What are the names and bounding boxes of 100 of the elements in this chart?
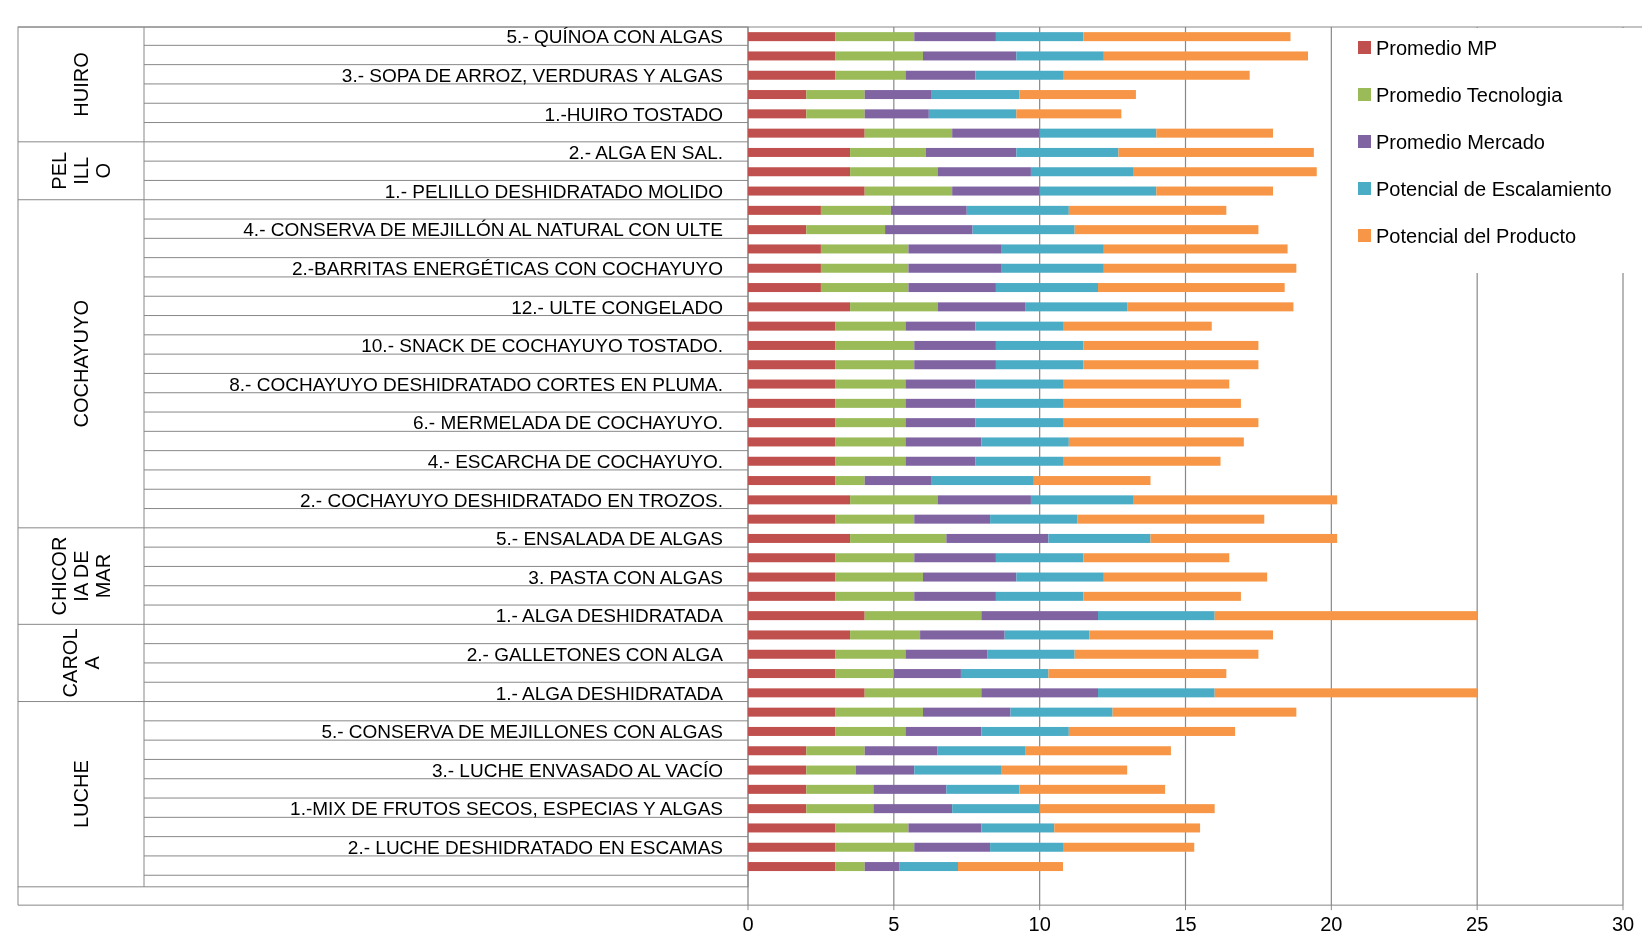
bar [748, 263, 821, 273]
bar [748, 726, 836, 736]
bar [937, 302, 1026, 312]
bar [1103, 263, 1297, 273]
x-tick-label: 15 [1174, 913, 1197, 936]
bar [928, 109, 1017, 119]
y-tick-label: 2.-BARRITAS ENERGÉTICAS CON COCHAYUYO [291, 257, 723, 279]
bar [975, 456, 1063, 466]
bar [835, 437, 906, 447]
bar [748, 340, 836, 350]
y-tick-label: 8.- COCHAYUYO DESHIDRATADO CORTES EN PLUMA. [229, 373, 723, 395]
bar [1098, 611, 1215, 621]
bar [748, 109, 807, 119]
bar [1083, 360, 1259, 370]
bar [864, 90, 932, 100]
bar [873, 784, 947, 794]
bar [981, 688, 1098, 698]
bar [952, 128, 1040, 138]
y-tick-label: 1.- ALGA DESHIDRATADA [495, 682, 724, 704]
bar [931, 476, 1034, 486]
bar [748, 283, 821, 293]
y-tick-label: 2.- ALGA EN SAL. [568, 142, 723, 164]
bar [748, 591, 836, 601]
bar [835, 572, 923, 582]
bar [850, 630, 921, 640]
bar [1016, 147, 1119, 157]
legend-label: Potencial del Producto [1376, 225, 1577, 247]
bar [748, 321, 836, 331]
bar [748, 205, 821, 215]
bar [864, 128, 953, 138]
bar [748, 688, 865, 698]
bar [748, 669, 836, 679]
bar [975, 70, 1063, 80]
bar [748, 862, 836, 872]
bar [914, 360, 996, 370]
bar [850, 147, 926, 157]
bar [952, 804, 1040, 814]
bar [835, 823, 909, 833]
bar [1025, 746, 1171, 756]
bar [748, 514, 836, 524]
bar [1001, 263, 1104, 273]
x-tick-label: 0 [742, 913, 754, 936]
bar [835, 360, 915, 370]
bar [850, 533, 947, 543]
bar [748, 90, 807, 100]
bar [835, 51, 923, 61]
y-tick-label: 2.- GALLETONES CON ALGA [466, 643, 724, 665]
bar [864, 746, 938, 756]
bar [748, 379, 836, 389]
bar [748, 572, 836, 582]
bar [806, 90, 865, 100]
bar [1063, 418, 1259, 428]
bar [1025, 302, 1128, 312]
bar [864, 109, 929, 119]
bar [1048, 669, 1227, 679]
bar [835, 32, 915, 42]
bar [1112, 707, 1297, 717]
bar [835, 649, 906, 659]
bar [1074, 225, 1259, 235]
text: CHICORIA DE MAR [48, 536, 114, 616]
bar [748, 225, 807, 235]
text: LUCHE [70, 760, 92, 829]
bar [1033, 476, 1151, 486]
y-tick-label: 10.- SNACK DE COCHAYUYO TOSTADO. [361, 335, 723, 357]
bar [908, 263, 1002, 273]
bar [820, 263, 909, 273]
bar [748, 611, 865, 621]
bar [748, 823, 836, 833]
y-tick-label: 1.- PELILLO DESHIDRATADO MOLIDO [384, 180, 723, 202]
text: HUIRO [70, 52, 92, 117]
bar [923, 707, 1011, 717]
bar [946, 784, 1020, 794]
bar [835, 418, 906, 428]
bar [806, 765, 856, 775]
bar [914, 514, 991, 524]
bar [905, 398, 976, 408]
bar [864, 186, 953, 196]
bar [864, 862, 900, 872]
bar [1016, 572, 1104, 582]
text: PELILLO [48, 151, 114, 190]
bar [835, 476, 865, 486]
bar [748, 649, 836, 659]
bar [905, 321, 976, 331]
bar [835, 514, 915, 524]
bar [748, 128, 865, 138]
bar [1001, 765, 1128, 775]
bar [806, 784, 874, 794]
bar [1214, 688, 1478, 698]
bar [1030, 167, 1133, 177]
bar [748, 784, 807, 794]
bar [899, 862, 958, 872]
bar [820, 244, 909, 254]
bar [806, 804, 874, 814]
bar [835, 379, 906, 389]
bar [981, 726, 1069, 736]
bar [1133, 167, 1317, 177]
bar [1083, 340, 1259, 350]
bar [905, 70, 976, 80]
legend-label: Promedio Mercado [1376, 131, 1545, 153]
bar [806, 109, 865, 119]
